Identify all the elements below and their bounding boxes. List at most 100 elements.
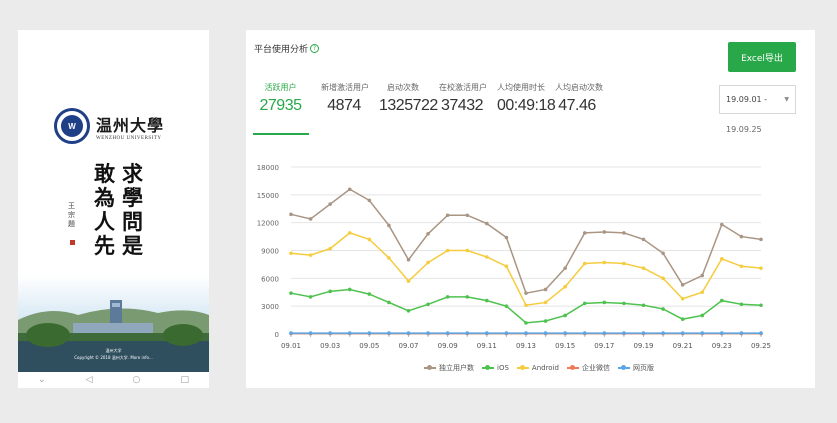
stat-label: 人均使用时长 [497,83,545,92]
data-point [485,255,489,259]
card-title: 平台使用分析 ? [254,42,320,55]
motto-char: 是 [122,233,143,258]
data-point [602,300,607,305]
university-logo: W 温州大學 WENZHOU UNIVERSITY [54,108,164,144]
legend-swatch [482,365,494,370]
stat-value: 37432 [441,97,484,114]
motto-char: 人 [94,209,115,234]
data-point [406,309,411,313]
data-point [445,248,450,253]
data-point [759,237,763,242]
data-point [622,231,626,235]
stat-tab-active-users[interactable]: 活跃用户 27935 [246,82,315,115]
legend-swatch [617,365,630,370]
legend-item[interactable]: iOS [482,363,509,373]
data-point [543,287,548,292]
excel-export-button[interactable]: Excel导出 [728,42,796,72]
x-tick-label: 09.11 [477,342,497,350]
home-icon[interactable]: ○ [132,375,141,385]
data-point [289,212,293,217]
stat-label: 人均启动次数 [555,83,603,92]
university-seal-icon: W [54,108,90,144]
chevron-down-icon[interactable]: ⌄ [38,375,46,385]
date-range-select[interactable]: 19.09.01 - ▼ [719,85,796,114]
data-point [661,331,665,335]
data-point [289,251,293,256]
data-point [700,273,705,278]
data-point [739,302,744,307]
signature-char: 題 [68,220,75,228]
data-point [524,303,528,308]
recents-icon[interactable]: □ [180,375,189,385]
usage-analysis-card: 平台使用分析 ? Excel导出 19.09.01 - ▼ 19.09.25 活… [246,30,815,388]
data-point [445,331,450,335]
data-point [739,234,744,239]
data-point [641,237,646,242]
stat-value: 47.46 [558,97,596,114]
x-tick-label: 09.07 [398,342,418,350]
data-point [680,283,685,287]
data-point [367,292,372,296]
data-point [426,260,430,265]
stat-tab-new-activated[interactable]: 新增激活用户 4874 [315,82,373,115]
data-point [759,303,763,308]
legend-item[interactable]: Android [516,363,559,373]
data-point [308,295,313,299]
stat-tab-campus-activated[interactable]: 在校激活用户 37432 [433,82,491,115]
stat-value: 27935 [259,97,303,114]
data-point [602,230,607,234]
legend-item[interactable]: 网页版 [617,363,654,373]
stat-tab-launch-count[interactable]: 启动次数 1325722 [373,82,438,115]
logo-chinese-name: 温州大學 [96,115,165,135]
card-title-text: 平台使用分析 [254,45,309,55]
usage-line-chart: 0 3000 6000 9000 12000 15000 18000 09.01 09.03 09… [257,164,771,350]
data-point [661,307,665,311]
data-point [543,319,548,323]
motto-char: 問 [122,209,143,234]
data-point [367,237,372,242]
data-point [582,231,587,235]
stat-tab-avg-launches[interactable]: 人均启动次数 47.46 [549,82,605,115]
y-tick-label: 18000 [257,164,279,172]
data-point [465,213,470,218]
data-point [308,331,313,335]
data-point [289,291,293,295]
stat-tab-avg-duration[interactable]: 人均使用时长 00:49:18 [491,82,556,115]
calligraphy-signature: 王 宗 題 [68,202,75,229]
data-point [504,304,509,308]
data-point [582,301,587,306]
splash-screen: W 温州大學 WENZHOU UNIVERSITY 求 學 問 是 敢 為 人 … [18,30,209,388]
x-tick-label: 09.19 [633,342,653,350]
data-point [426,232,430,236]
data-point [582,261,587,266]
signature-char: 宗 [68,211,75,219]
data-point [680,331,685,335]
help-icon[interactable]: ? [310,44,320,53]
data-point [504,235,509,240]
legend-item[interactable]: 企业微信 [566,363,610,373]
data-point [563,266,567,270]
legend-label: 网页版 [632,364,654,372]
data-point [563,284,567,289]
data-point [641,303,646,308]
x-tick-label: 09.21 [673,342,693,350]
back-icon[interactable]: ◁ [85,375,93,385]
legend-item[interactable]: 独立用户数 [424,363,474,373]
data-point [328,202,332,206]
data-point [387,331,391,335]
data-point [622,331,626,335]
data-point [387,256,391,260]
data-point [406,257,411,262]
signature-char: 王 [68,202,75,210]
date-start: 19.09.01 - [726,95,768,104]
data-point [720,257,724,261]
data-point [739,264,744,269]
data-point [485,221,489,226]
data-point [602,331,607,335]
stat-label: 活跃用户 [264,83,297,92]
stat-label: 在校激活用户 [439,83,487,92]
stat-label: 新增激活用户 [321,83,369,92]
data-point [328,331,332,335]
data-point [387,223,391,228]
stats-row: 活跃用户 27935 新增激活用户 4874 启动次数 1325722 在校激活… [246,82,605,115]
